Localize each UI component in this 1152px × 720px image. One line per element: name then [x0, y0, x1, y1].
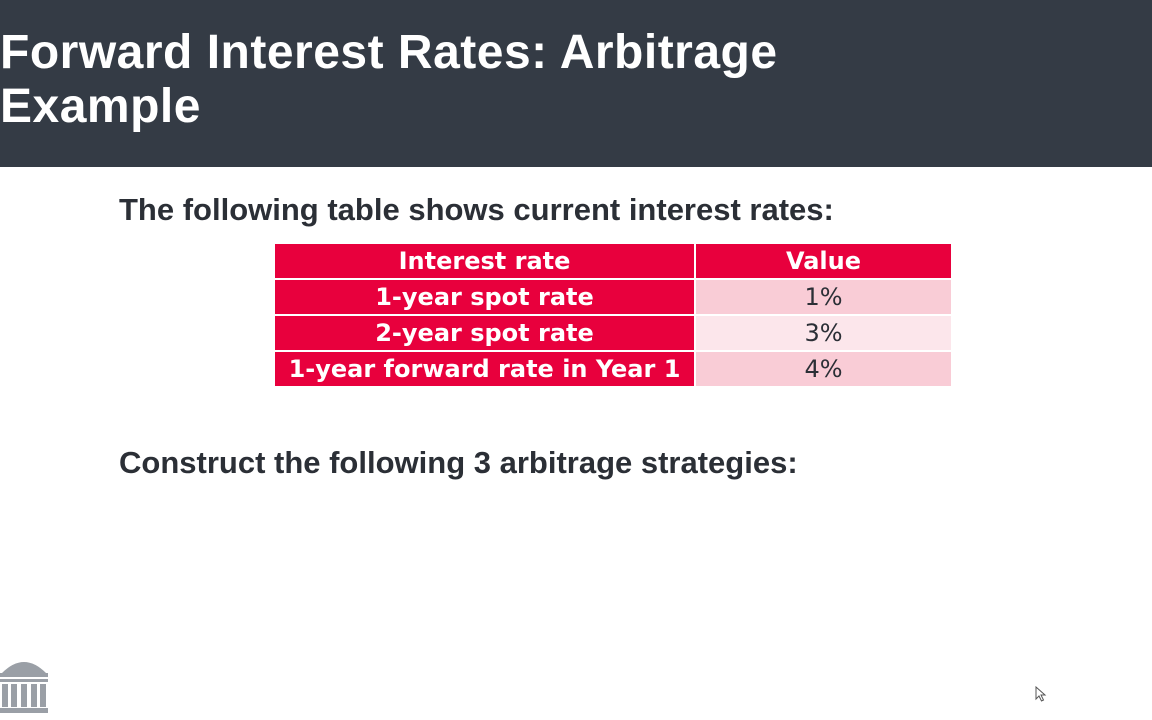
- table-row: 2-year spot rate 3%: [275, 316, 951, 350]
- slide-title-line-2: Example: [0, 80, 201, 133]
- column-header-value: Value: [696, 244, 951, 278]
- table-row: 1-year spot rate 1%: [275, 280, 951, 314]
- construct-text: Construct the following 3 arbitrage stra…: [119, 445, 798, 480]
- slide-title: Forward Interest Rates: Arbitrage Exampl…: [0, 26, 778, 134]
- row-label: 1-year forward rate in Year 1: [275, 352, 694, 386]
- row-value: 1%: [696, 280, 951, 314]
- table-row: 1-year forward rate in Year 1 4%: [275, 352, 951, 386]
- intro-text: The following table shows current intere…: [119, 192, 834, 227]
- table-header-row: Interest rate Value: [275, 244, 951, 278]
- slide-title-line-1: Forward Interest Rates: Arbitrage: [0, 26, 778, 79]
- interest-rate-table: Interest rate Value 1-year spot rate 1% …: [273, 242, 953, 388]
- row-value: 3%: [696, 316, 951, 350]
- mouse-pointer-icon: [1035, 686, 1047, 702]
- row-value: 4%: [696, 352, 951, 386]
- slide-header: Forward Interest Rates: Arbitrage Exampl…: [0, 0, 1152, 167]
- row-label: 2-year spot rate: [275, 316, 694, 350]
- column-header-interest-rate: Interest rate: [275, 244, 694, 278]
- institution-dome-icon: [0, 662, 48, 713]
- row-label: 1-year spot rate: [275, 280, 694, 314]
